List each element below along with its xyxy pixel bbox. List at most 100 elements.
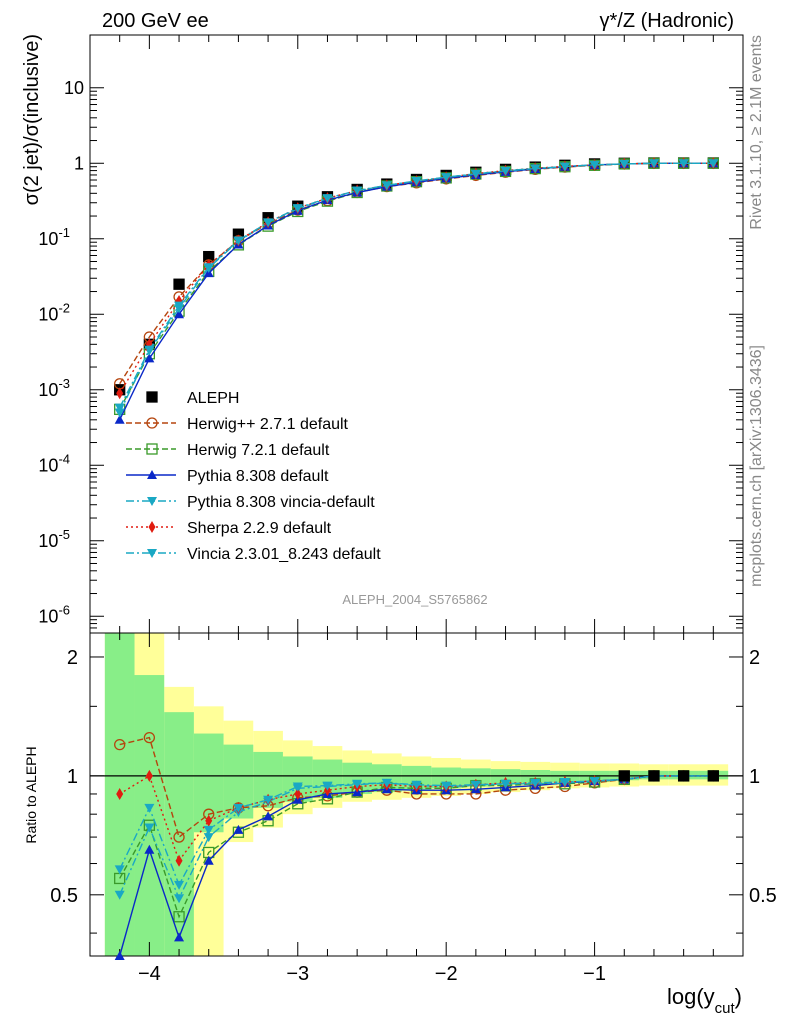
ratio-series-aleph [618,770,719,782]
y-tick-label: 10-2 [38,300,70,324]
main-panel: 10 1 10-1 10-2 10-3 10-4 10-5 10-6 σ(2 jet)/σ(i… [21,34,744,634]
ratio-y-tick-label: 1 [67,766,78,788]
data-point [530,164,541,174]
series-line [119,162,714,394]
ratio-point [294,787,302,800]
ratio-point [381,778,392,788]
ratio-point [648,770,660,782]
data-point [114,403,125,413]
y-tick-label: 10-4 [38,451,70,475]
ratio-point [145,769,153,782]
analysis-label: ALEPH_2004_S5765862 [342,592,487,607]
ratio-point [263,795,274,805]
y-tick-label: 10 [64,78,84,98]
uncertainty-band-inner [461,768,491,787]
ratio-line [119,775,714,900]
legend-marker [148,521,156,533]
x-tick-label: −2 [435,963,458,985]
ratio-point [618,770,630,782]
data-point [144,345,155,355]
ratio-y-tick-label: 2 [67,647,78,669]
y-axis-title-ratio: Ratio to ALEPH [23,746,39,843]
ratio-point [233,824,244,834]
data-point [381,181,392,191]
data-point [174,301,185,311]
ratio-point [233,803,244,813]
y-axis-title-main: σ(2 jet)/σ(inclusive) [21,34,43,205]
legend-entry: ALEPH [146,390,239,407]
x-tick-label: −3 [286,963,309,985]
y-tick-label: 1 [74,153,84,173]
data-point [174,309,185,319]
data-point [116,387,124,400]
y-tick-label: 10-6 [38,602,70,626]
side-label-version: Rivet 3.1.10, ≥ 2.1M events [748,35,765,230]
ratio-point [144,803,155,813]
ratio-point [292,782,303,792]
ratio-point [263,811,274,821]
y-tick-label: 10-3 [38,376,70,400]
legend-marker [147,549,157,558]
data-point [470,169,481,179]
x-tick-label: −1 [583,963,606,985]
ratio-point [174,932,185,942]
ratio-point [677,770,690,782]
uncertainty-band-inner [431,767,462,789]
data-point [114,414,125,424]
data-point [500,166,511,176]
header-left: 200 GeV ee [102,10,209,32]
series-line [119,162,714,408]
ratio-y-tick-label-right: 2 [749,647,760,669]
series-line [119,162,714,421]
series-pythia-8-308-default [114,158,719,424]
series-pythia-8-308-vincia-default [114,159,719,418]
ratio-point [411,780,422,790]
data-point [173,278,185,290]
data-point [322,194,333,204]
ratio-point [352,779,363,789]
legend-label: Herwig 7.2.1 default [187,442,330,459]
data-point [144,353,155,363]
ratio-point [174,880,185,890]
legend-marker [147,470,157,479]
data-point [352,186,363,196]
data-point [203,263,214,273]
ratio-point [470,780,481,790]
ratio-series-vincia-2-3-01-8-243-default [114,771,719,890]
ratio-point [500,779,511,789]
legend-entry: Pythia 8.308 default [126,468,329,485]
data-point [619,159,630,169]
ratio-point [203,833,214,843]
ratio-point [322,781,333,791]
legend-label: Herwig++ 2.7.1 default [187,416,349,433]
data-point [233,236,244,246]
legend-label: Pythia 8.308 vincia-default [187,494,375,511]
legend-marker [146,443,158,455]
series-line [119,162,714,410]
data-point [411,176,422,186]
ratio-point [530,778,541,788]
legend-entry: Herwig++ 2.7.1 default [126,416,349,433]
ratio-point [205,814,213,827]
header-right: γ*/Z (Hadronic) [600,10,734,32]
ratio-point [175,854,183,867]
ratio-point [173,831,185,843]
legend-label: ALEPH [187,390,239,407]
legend-entry: Pythia 8.308 vincia-default [126,494,375,511]
data-point [678,159,689,169]
ratio-point [441,781,452,791]
x-tick-label: −4 [138,963,161,985]
ratio-point [589,777,600,787]
data-point [648,159,659,169]
series-herwig-7-2-1-default [114,157,719,416]
ratio-point [707,770,719,782]
uncertainty-band-inner [164,712,194,956]
legend: ALEPH Herwig++ 2.7.1 default Herwig 7.2.1 … [126,390,381,563]
x-axis-title: log(ycut) [667,984,742,1017]
ratio-point [559,778,570,788]
legend-label: Vincia 2.3.01_8.243 default [187,546,381,563]
ratio-point [143,731,156,744]
y-tick-label: 10-5 [38,527,70,551]
ratio-point [114,890,125,900]
